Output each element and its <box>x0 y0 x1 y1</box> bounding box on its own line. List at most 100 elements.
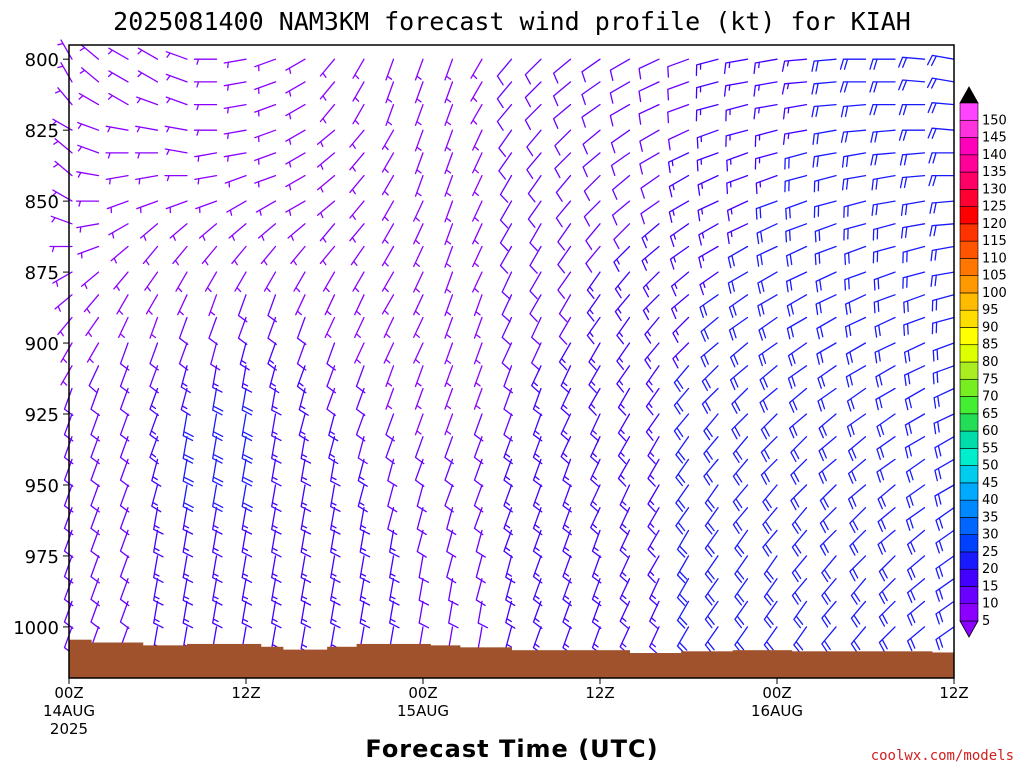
wind-barb-stroke <box>212 413 224 442</box>
wind-barb-stroke <box>473 294 483 317</box>
wind-barb <box>931 294 955 312</box>
wind-barb-stroke <box>811 58 837 72</box>
wind-barb-stroke <box>88 365 100 394</box>
wind-barb <box>934 436 955 459</box>
wind-barb-stroke <box>231 245 247 266</box>
wind-barb <box>845 342 867 365</box>
wind-barb <box>175 271 188 293</box>
wind-barb <box>844 316 867 338</box>
wind-barb <box>844 294 867 316</box>
wind-barb-stroke <box>254 152 277 165</box>
wind-barb <box>850 600 867 628</box>
wind-barb-stroke <box>359 600 371 629</box>
wind-barb <box>613 223 631 250</box>
wind-barb-stroke <box>354 294 365 316</box>
wind-barb <box>614 294 631 322</box>
wind-barb-stroke <box>869 81 896 93</box>
wind-barb <box>723 81 749 97</box>
wind-barb-stroke <box>781 58 808 72</box>
wind-barb <box>619 507 631 536</box>
wind-barb <box>878 578 896 605</box>
wind-barb-stroke <box>241 365 253 393</box>
colorbar-swatch <box>959 206 979 225</box>
colorbar-swatch <box>959 223 979 242</box>
wind-barb <box>165 200 188 214</box>
wind-barb-stroke <box>349 223 365 243</box>
wind-barb-stroke <box>816 316 837 340</box>
wind-barb <box>900 223 926 239</box>
wind-barb <box>703 458 719 486</box>
wind-barb-stroke <box>57 39 73 60</box>
wind-barb <box>498 129 513 158</box>
ground-segment <box>732 650 793 678</box>
wind-barb <box>817 365 837 389</box>
wind-barb-stroke <box>414 58 424 81</box>
wind-barb-stroke <box>381 223 395 244</box>
wind-barb <box>234 271 247 293</box>
wind-barb-stroke <box>619 578 631 607</box>
wind-barb-stroke <box>759 365 778 391</box>
wind-barb-stroke <box>935 578 955 602</box>
wind-barb-stroke <box>85 316 100 337</box>
wind-barb <box>414 152 424 175</box>
wind-barb-stroke <box>583 174 601 201</box>
wind-barb <box>293 271 306 293</box>
wind-barb-stroke <box>319 58 336 78</box>
wind-barb-stroke <box>271 484 282 512</box>
wind-barb-stroke <box>136 96 159 106</box>
wind-barb <box>590 458 601 487</box>
wind-barb-stroke <box>900 200 926 216</box>
wind-barb-stroke <box>788 387 808 413</box>
wind-barb-stroke <box>819 507 837 534</box>
wind-barb-stroke <box>527 200 542 228</box>
wind-barb-stroke <box>350 245 365 267</box>
wind-barb-stroke <box>316 174 336 193</box>
wind-barb-stroke <box>817 365 837 389</box>
wind-barb <box>201 245 218 266</box>
wind-barb <box>499 174 513 203</box>
wind-barb-stroke <box>118 316 129 339</box>
wind-barb-stroke <box>755 174 778 195</box>
wind-barb <box>319 223 336 243</box>
wind-barb-stroke <box>359 578 371 606</box>
colorbar-label: 75 <box>982 372 999 387</box>
wind-barb <box>849 507 867 534</box>
wind-barb-stroke <box>330 578 341 606</box>
wind-barb <box>871 174 896 191</box>
colorbar-label: 50 <box>982 459 999 474</box>
wind-barb <box>675 507 690 535</box>
wind-barb-stroke <box>298 387 309 416</box>
wind-barb <box>869 81 896 93</box>
wind-barb <box>642 271 660 298</box>
colorbar-swatch <box>959 292 979 311</box>
wind-barb-stroke <box>670 271 690 297</box>
wind-barb <box>673 413 690 441</box>
colorbar-swatch <box>959 517 979 535</box>
wind-barb-stroke <box>501 342 513 371</box>
wind-barb-stroke <box>210 342 221 371</box>
wind-barb-stroke <box>762 507 778 534</box>
wind-barb-stroke <box>875 387 896 411</box>
wind-barb <box>472 174 483 197</box>
wind-barb-stroke <box>414 152 424 175</box>
wind-barb-stroke <box>349 200 365 220</box>
wind-barb-stroke <box>846 413 867 438</box>
wind-barb <box>381 152 395 173</box>
wind-barb <box>285 152 306 168</box>
wind-barb <box>352 58 365 80</box>
wind-barb <box>726 174 749 195</box>
wind-barb-stroke <box>839 81 867 93</box>
wind-barb-stroke <box>676 578 690 606</box>
wind-barb-stroke <box>175 271 188 293</box>
wind-barb <box>136 200 159 214</box>
wind-barb-stroke <box>531 365 542 394</box>
wind-barb <box>667 129 690 151</box>
wind-barb-stroke <box>194 152 218 162</box>
ground-segment <box>356 643 431 678</box>
wind-barb-stroke <box>610 152 631 177</box>
wind-barb <box>670 294 690 320</box>
wind-barb <box>182 578 194 606</box>
wind-barb-stroke <box>224 174 247 188</box>
wind-barb-stroke <box>841 174 867 191</box>
